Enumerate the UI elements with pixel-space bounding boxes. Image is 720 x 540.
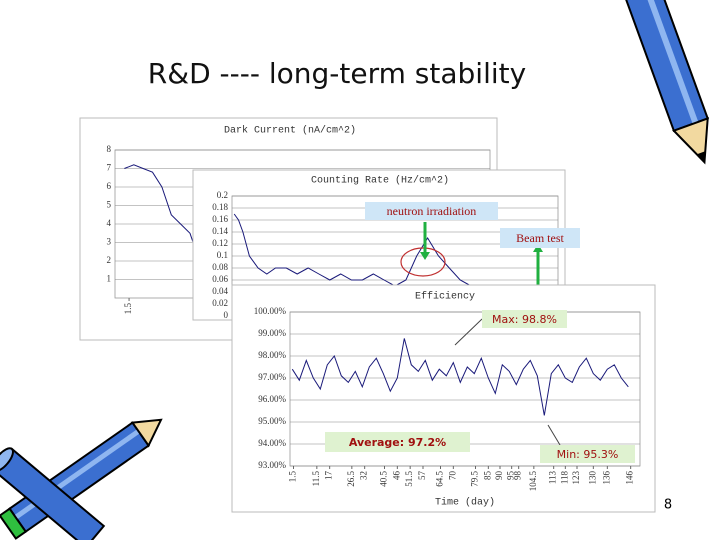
annotation-box: [325, 432, 470, 452]
arrow-head: [420, 252, 430, 260]
x-axis-label: Time (day): [435, 497, 495, 509]
callout-line: [454, 318, 483, 346]
y-tick-label: 0.02: [212, 298, 228, 308]
y-tick-label: 0.06: [212, 274, 228, 284]
annotation: neutron irradiation: [387, 204, 477, 218]
data-line: [233, 213, 494, 299]
x-tick-label: 70: [447, 471, 457, 481]
slide-title: R&D ---- long-term stability: [148, 57, 526, 90]
y-tick-label: 94.00%: [258, 438, 286, 448]
y-tick-label: 0.1: [217, 250, 228, 260]
y-tick-label: 6: [107, 181, 112, 191]
x-tick-label: 98: [513, 471, 523, 481]
y-tick-label: 96.00%: [258, 394, 286, 404]
y-tick-label: 0: [224, 310, 229, 320]
annotation-box: [365, 202, 498, 220]
y-tick-label: 95.00%: [258, 416, 286, 426]
y-tick-label: 7: [107, 163, 112, 173]
pencil-decoration: [0, 447, 106, 540]
x-tick-label: 57: [417, 471, 427, 481]
x-tick-label: 64.5: [435, 471, 445, 487]
y-tick-label: 0.2: [217, 190, 228, 200]
x-tick-label: 1.5: [288, 471, 298, 483]
chart-title: Dark Current (nA/cm^2): [224, 125, 356, 137]
y-tick-label: 0.14: [212, 226, 228, 236]
y-tick-label: 3: [107, 237, 112, 247]
x-tick-label: 123: [571, 471, 581, 485]
y-tick-label: 0.04: [212, 286, 228, 296]
x-tick-label: 113: [548, 471, 558, 485]
chart-panel: Efficiency 93.00% 94.00% 95.00% 96.00% 97.00%…: [231, 284, 656, 513]
x-tick-label: 40.5: [379, 471, 389, 487]
x-tick-label: 32: [359, 471, 369, 480]
y-tick-label: 0.18: [212, 202, 228, 212]
y-tick-label: 2: [107, 255, 112, 265]
data-line: [291, 338, 629, 416]
chart-title: Efficiency: [415, 291, 475, 303]
annotation: Min: 95.3%: [557, 448, 619, 461]
annotation-box: [540, 445, 635, 463]
x-tick-label: 79.5: [470, 471, 480, 487]
x-tick-label: 118: [559, 471, 569, 485]
y-tick-label: 99.00%: [258, 328, 286, 338]
x-tick-label: 17: [324, 471, 334, 481]
pencil-decoration: [604, 0, 709, 165]
callout-line: [547, 424, 561, 446]
x-tick-label: 90: [494, 471, 504, 481]
x-tick-label: 85: [482, 471, 492, 481]
y-tick-label: 97.00%: [258, 372, 286, 382]
highlight-circle: [400, 247, 446, 277]
x-tick-label: 26.5: [346, 471, 356, 487]
y-tick-label: 4: [107, 218, 112, 228]
x-tick-label: 104.5: [528, 471, 538, 492]
y-tick-label: 100.00%: [254, 306, 287, 316]
annotation: Max: 98.8%: [492, 313, 557, 326]
x-tick-label: 146: [625, 471, 635, 485]
page-number: 8: [664, 498, 672, 513]
x-tick-label: 130: [587, 471, 597, 485]
annotation: Average: 97.2%: [349, 436, 446, 449]
x-tick-label: 1.5: [123, 303, 133, 315]
x-tick-label: 51.5: [404, 471, 414, 487]
y-tick-label: 8: [107, 144, 112, 154]
annotation: Beam test: [516, 231, 564, 245]
y-tick-label: 0.08: [212, 262, 228, 272]
x-tick-label: 136: [601, 471, 611, 485]
x-tick-label: 11.5: [311, 471, 321, 487]
x-tick-label: 95: [506, 470, 516, 480]
y-tick-label: 93.00%: [258, 460, 286, 470]
y-tick-label: 0.16: [212, 214, 228, 224]
chart-title: Counting Rate (Hz/cm^2): [311, 175, 449, 187]
y-tick-label: 1: [107, 274, 112, 284]
y-tick-label: 98.00%: [258, 350, 286, 360]
x-tick-label: 46: [391, 471, 401, 481]
annotation-box: [482, 310, 567, 328]
y-tick-label: 0.12: [212, 238, 228, 248]
annotation-box: [500, 228, 580, 248]
y-tick-label: 5: [107, 200, 112, 210]
